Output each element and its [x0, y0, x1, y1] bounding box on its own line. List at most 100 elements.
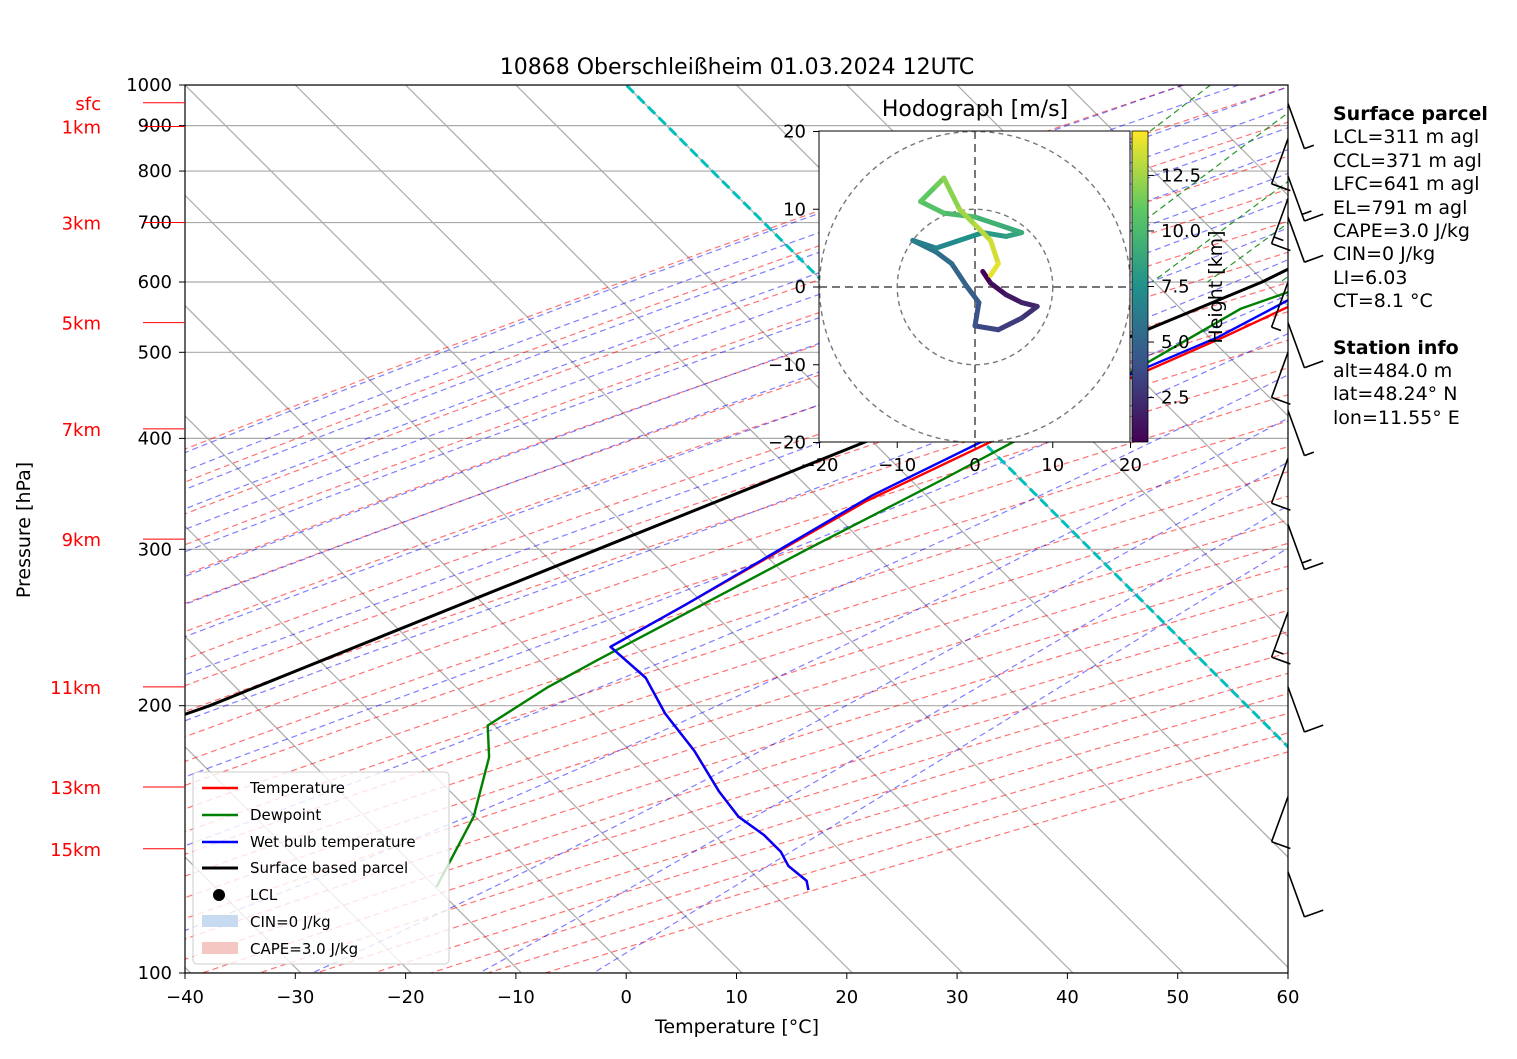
- moist-adiabat-line: [479, 504, 1288, 973]
- wind-barb: [1287, 871, 1324, 918]
- legend-cape: CAPE=3.0 J/kg: [250, 940, 358, 958]
- hodograph-x-tick-label: 10: [1041, 455, 1064, 476]
- wind-barb: [1287, 322, 1324, 369]
- hodograph-trace: [972, 323, 1001, 333]
- height-label: 9km: [62, 530, 101, 551]
- surface-parcel-line: EL=791 m agl: [1333, 196, 1468, 219]
- hodograph-trace: [1003, 292, 1025, 306]
- x-tick-label: 60: [1277, 987, 1300, 1008]
- legend-temperature: Temperature: [249, 779, 345, 797]
- x-tick-label: −40: [166, 987, 204, 1008]
- legend-dewpoint: Dewpoint: [250, 806, 321, 824]
- wind-barb: [1287, 103, 1315, 150]
- hodograph-y-tick-label: 0: [795, 277, 806, 298]
- hodograph-y-tick-label: −20: [768, 433, 806, 454]
- y-tick-label: 200: [138, 696, 172, 717]
- hodograph-y-tick-label: 10: [783, 199, 806, 220]
- y-tick-label: 300: [138, 539, 172, 560]
- station-info-line: lat=48.24° N: [1333, 383, 1458, 406]
- moist-adiabat-line: [185, 227, 1288, 638]
- surface-parcel-heading: Surface parcel: [1333, 103, 1488, 125]
- legend-cape-swatch: [202, 942, 238, 954]
- chart-title: 10868 Oberschleißheim 01.03.2024 12UTC: [500, 55, 975, 80]
- wind-barb: [1270, 198, 1291, 252]
- wind-barb: [1270, 352, 1291, 406]
- surface-parcel-line: LI=6.03: [1333, 266, 1408, 289]
- wind-barb: [1287, 216, 1324, 263]
- x-tick-label: −30: [276, 987, 314, 1008]
- legend-lcl-marker: [213, 889, 225, 901]
- isotherm-line: [185, 194, 964, 973]
- moist-adiabat-line: [185, 127, 1288, 531]
- colorbar-tick-label: 12.5: [1161, 165, 1201, 186]
- hodograph-trace: [949, 261, 970, 290]
- dry-adiabat-line: [185, 155, 1288, 546]
- dewpoint-line: [435, 290, 1288, 888]
- hodograph-title: Hodograph [m/s]: [882, 97, 1068, 122]
- legend-wetbulb: Wet bulb temperature: [250, 833, 416, 851]
- wind-barbs: [1270, 103, 1324, 918]
- x-tick-label: 40: [1056, 987, 1079, 1008]
- hodograph-trace: [933, 237, 962, 251]
- surface-parcel-line: CIN=0 J/kg: [1333, 243, 1436, 266]
- isotherm-line: [515, 85, 1288, 858]
- dry-adiabat-line: [185, 542, 1288, 899]
- hodograph-trace: [964, 284, 982, 306]
- parcel-line: [185, 267, 1288, 716]
- hodograph-x-tick-label: −20: [801, 455, 839, 476]
- isotherm-line: [294, 85, 1184, 973]
- moist-adiabat-line: [185, 259, 1288, 676]
- hodograph-trace: [1019, 303, 1040, 321]
- y-tick-label: 400: [138, 428, 172, 449]
- wind-barb: [1287, 686, 1324, 733]
- dry-adiabat-line: [185, 446, 1288, 810]
- isotherm-line: [185, 304, 853, 973]
- y-axis-label: Pressure [hPa]: [13, 462, 35, 598]
- isotherm-line: [185, 415, 743, 973]
- mixing-ratio-line: [1207, 222, 1288, 283]
- wind-barb: [1270, 281, 1289, 332]
- surface-parcel-line: CT=8.1 °C: [1333, 290, 1433, 313]
- hodograph-trace: [995, 222, 1025, 236]
- surface-parcel-line: LCL=311 m agl: [1333, 126, 1480, 149]
- height-label: 15km: [50, 840, 101, 861]
- hodograph-trace: [933, 249, 955, 267]
- isotherm-line: [1066, 85, 1288, 307]
- wetbulb-line: [609, 298, 1288, 891]
- y-tick-label: 800: [138, 161, 172, 182]
- colorbar-tick-label: 2.5: [1161, 388, 1190, 409]
- hodograph-trace: [918, 198, 947, 216]
- x-tick-label: 50: [1166, 987, 1189, 1008]
- hodograph-trace: [988, 280, 1009, 298]
- hodograph-background: [819, 131, 1130, 442]
- parcel-info-panel: Surface parcel LCL=311 m agl CCL=371 m a…: [1333, 103, 1488, 430]
- legend: Temperature Dewpoint Wet bulb temperatur…: [192, 771, 450, 965]
- legend-parcel: Surface based parcel: [250, 859, 408, 877]
- surface-parcel-line: CCL=371 m agl: [1333, 149, 1482, 172]
- x-tick-label: −10: [497, 987, 535, 1008]
- hodograph-trace: [956, 206, 978, 228]
- mixing-ratio-line: [1499, 85, 1517, 282]
- surface-parcel-line: LFC=641 m agl: [1333, 173, 1480, 196]
- legend-cin-swatch: [202, 915, 238, 927]
- hodograph-y-tick-label: −10: [768, 355, 806, 376]
- station-info-line: alt=484.0 m: [1333, 360, 1453, 383]
- isotherm-line: [185, 525, 633, 973]
- wind-barb: [1270, 796, 1291, 850]
- hodograph-trace: [995, 315, 1025, 333]
- wind-barb: [1270, 138, 1291, 192]
- colorbar-tick-label: 5.0: [1161, 332, 1190, 353]
- x-tick-label: 30: [946, 987, 969, 1008]
- surface-parcel-line: CAPE=3.0 J/kg: [1333, 220, 1470, 243]
- mixing-ratio-line: [1151, 180, 1288, 283]
- colorbar: [1131, 130, 1149, 443]
- hodograph-inset: Hodograph [m/s] −20 −10 0 10 20 −20 −10 0 10 20 2…: [768, 97, 1227, 476]
- height-label: 1km: [62, 117, 101, 138]
- legend-frame: [192, 771, 450, 965]
- x-tick-label: −20: [387, 987, 425, 1008]
- x-tick-label: 0: [620, 987, 631, 1008]
- colorbar-tick-label: 10.0: [1161, 221, 1201, 242]
